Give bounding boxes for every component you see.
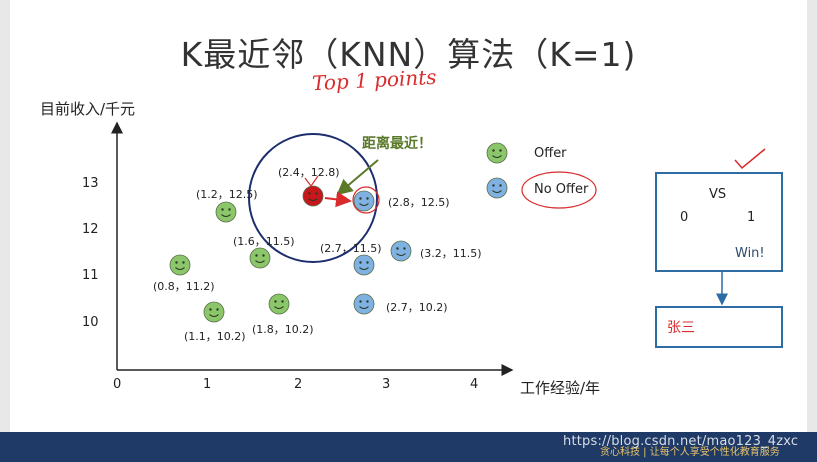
- y-tick: 12: [82, 222, 99, 237]
- point-label: (1.1，10.2): [184, 330, 246, 343]
- point-nooffer-2.8-12.5: [353, 190, 375, 212]
- y-tick: 10: [82, 315, 99, 330]
- point-offer-1.8-10.2: [268, 293, 290, 315]
- x-tick: 1: [203, 377, 212, 392]
- vote-panel: [655, 172, 783, 272]
- result-person-name: 张三: [667, 320, 695, 336]
- result-panel: [655, 306, 783, 348]
- x-tick: 4: [470, 377, 479, 392]
- nearest-arrow: [324, 191, 352, 208]
- x-axis-title: 工作经验/年: [520, 379, 601, 397]
- neighbor-radius-circle: [248, 133, 378, 263]
- legend-offer-label: Offer: [534, 146, 567, 161]
- x-tick: 0: [113, 377, 122, 392]
- point-offer-1.1-10.2: [203, 301, 225, 323]
- callout-arrow: [336, 159, 379, 196]
- nearest-callout: 距离最近！: [362, 136, 432, 152]
- point-label: (0.8，11.2): [153, 280, 215, 293]
- offer-count: 0: [680, 210, 689, 225]
- y-tick: 11: [82, 268, 99, 283]
- y-tick: 13: [82, 176, 99, 191]
- nooffer-count: 1: [747, 210, 756, 225]
- footer-brand: 贪心科技 | 让每个人享受个性化教育服务: [600, 447, 780, 458]
- point-nooffer-2.7-10.2: [353, 293, 375, 315]
- point-offer-1.2-12.5: [215, 201, 237, 223]
- slide-title: K最近邻（KNN）算法（K=1): [180, 35, 637, 74]
- vs-label: VS: [709, 187, 727, 202]
- winner-check: [734, 148, 766, 170]
- point-label: (2.8，12.5): [388, 196, 450, 209]
- query-point-tick: [304, 175, 319, 188]
- point-label: (1.2，12.5): [196, 188, 258, 201]
- slide-left-edge: [0, 0, 10, 462]
- legend-offer-icon: [486, 142, 508, 164]
- point-nooffer-2.7-11.5: [353, 254, 375, 276]
- nearest-highlight: [352, 186, 380, 214]
- y-axis-title: 目前收入/千元: [40, 100, 136, 118]
- x-tick: 3: [382, 377, 391, 392]
- legend-nooffer-icon: [486, 177, 508, 199]
- query-point: [302, 185, 324, 207]
- point-offer-0.8-11.2: [169, 254, 191, 276]
- point-nooffer-3.2-11.5: [390, 240, 412, 262]
- winner-label: Win!: [735, 246, 765, 261]
- point-offer-1.6-11.5: [249, 247, 271, 269]
- x-tick: 2: [294, 377, 303, 392]
- legend-nooffer-label: No Offer: [534, 182, 589, 197]
- url-watermark: https://blog.csdn.net/mao123_4zxc: [563, 434, 799, 449]
- point-label: (1.6，11.5): [233, 235, 295, 248]
- nooffer-highlight: [521, 171, 597, 209]
- point-label: (1.8，10.2): [252, 323, 314, 336]
- slide-right-edge: [807, 0, 817, 462]
- query-point-label: (2.4，12.8): [278, 166, 340, 179]
- slide-footer: [0, 432, 817, 462]
- point-label: (2.7，10.2): [386, 301, 448, 314]
- point-label: (3.2，11.5): [420, 247, 482, 260]
- point-label: (2.7，11.5): [320, 242, 382, 255]
